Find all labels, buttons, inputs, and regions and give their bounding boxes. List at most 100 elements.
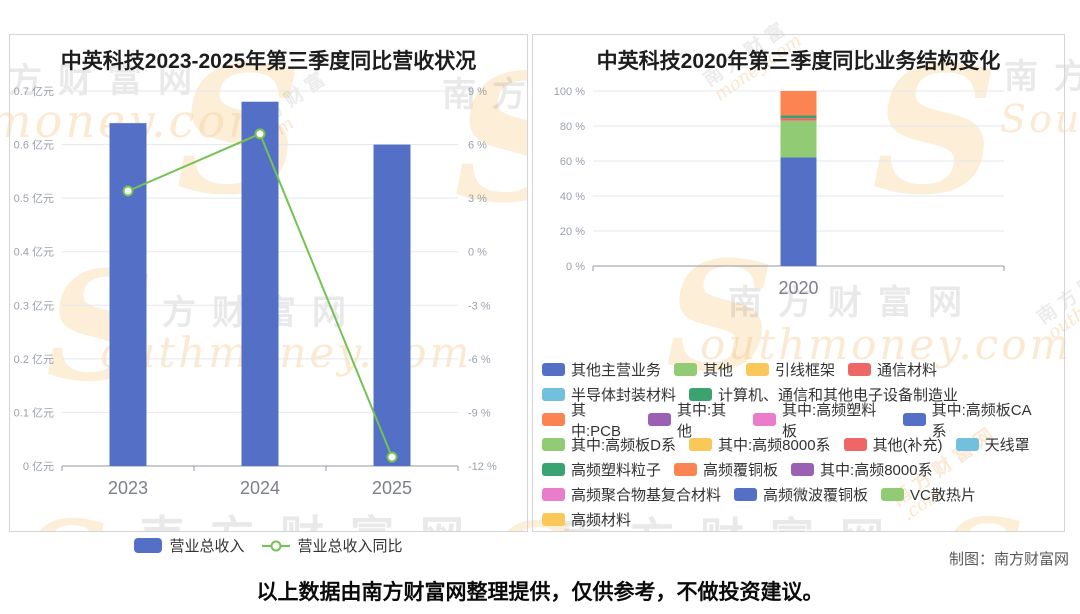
svg-text:0.2 亿元: 0.2 亿元	[14, 353, 54, 366]
legend-swatch-icon	[843, 438, 867, 451]
legend-item: 高频微波覆铜板	[734, 484, 868, 505]
legend-label: 高频塑料粒子	[571, 462, 662, 479]
svg-text:100 %: 100 %	[554, 86, 585, 98]
line-marker-icon	[261, 540, 290, 551]
legend-swatch-icon	[542, 463, 565, 476]
revenue-chart-panel: 中英科技2023-2025年第三季度同比营收状况 0.7 亿元 9 % 0.6 亿元…	[9, 34, 528, 555]
legend-item-revenue: 营业总收入	[134, 535, 245, 556]
svg-text:2020: 2020	[778, 278, 818, 298]
svg-text:-9 %: -9 %	[468, 407, 491, 419]
legend-swatch-icon	[746, 363, 770, 376]
legend-swatch-icon	[848, 363, 872, 376]
legend-item: 高频材料	[542, 509, 631, 530]
legend-item: 其中:高频板D系	[542, 434, 676, 455]
disclaimer-text: 以上数据由南方财富网整理提供，仅供参考，不做投资建议。	[256, 581, 824, 604]
legend-label: 其中:高频塑料板	[782, 401, 877, 440]
legend-swatch-icon	[689, 388, 713, 401]
legend-swatch-icon	[734, 488, 758, 501]
legend-item: 其中:高频8000系	[689, 434, 831, 455]
legend-swatch-icon	[542, 413, 565, 426]
legend-swatch-icon	[542, 488, 565, 501]
structure-chart-legend: 其他主营业务 其他 引线框架 通信材料 半导体封装材料 计算机、通信和其他电子设备制造业其…	[542, 357, 1058, 532]
legend-item: 计算机、通信和其他电子设备制造业	[689, 384, 958, 405]
legend-swatch-icon	[881, 488, 905, 501]
revenue-chart-legend: 营业总收入 营业总收入同比	[10, 535, 527, 556]
svg-text:-6 %: -6 %	[468, 354, 491, 366]
svg-text:40 %: 40 %	[560, 191, 585, 203]
svg-text:0 %: 0 %	[566, 261, 585, 273]
svg-text:-12 %: -12 %	[468, 461, 497, 473]
legend-label: 其中:PCB	[571, 401, 622, 440]
legend-label: 其中:高频板D系	[571, 437, 677, 454]
legend-swatch-icon	[791, 463, 815, 476]
legend-item: 其中:高频板CA系	[902, 399, 1045, 441]
legend-row: 半导体封装材料 计算机、通信和其他电子设备制造业	[542, 382, 1058, 407]
legend-item: 高频聚合物基复合材料	[542, 484, 721, 505]
structure-chart-title: 中英科技2020年第三季度同比业务结构变化	[596, 50, 1001, 73]
legend-item: 其中:其他	[647, 399, 740, 441]
svg-text:60 %: 60 %	[560, 156, 585, 168]
legend-label: 其中:其他	[676, 401, 727, 440]
legend-label: 天线罩	[984, 437, 1030, 454]
svg-text:20 %: 20 %	[560, 226, 585, 238]
legend-item: 天线罩	[955, 434, 1030, 455]
legend-item-yoy: 营业总收入同比	[261, 535, 403, 556]
svg-text:-3 %: -3 %	[468, 300, 491, 312]
legend-label: 其中:高频8000系	[718, 437, 831, 454]
legend-label: 引线框架	[775, 362, 836, 379]
bar-swatch-icon	[134, 538, 163, 553]
svg-text:2023: 2023	[108, 478, 148, 498]
svg-text:0.7 亿元: 0.7 亿元	[14, 85, 54, 98]
legend-swatch-icon	[674, 363, 698, 376]
legend-item: 引线框架	[746, 359, 835, 380]
legend-row: 高频塑料粒子 高频覆铜板 其中:高频8000系	[542, 457, 1058, 482]
legend-row: 高频聚合物基复合材料 高频微波覆铜板 VC散热片	[542, 482, 1058, 507]
legend-label-revenue: 营业总收入	[169, 538, 245, 555]
legend-label: 其他(补充)	[872, 437, 943, 454]
legend-label: 其他主营业务	[571, 362, 662, 379]
svg-text:80 %: 80 %	[560, 121, 585, 133]
legend-item: 高频塑料粒子	[542, 459, 661, 480]
svg-text:0 亿元: 0 亿元	[23, 460, 54, 473]
svg-text:6 %: 6 %	[468, 140, 487, 152]
legend-item: 其他	[674, 359, 733, 380]
legend-label: 高频聚合物基复合材料	[571, 487, 722, 504]
legend-swatch-icon	[955, 438, 979, 451]
legend-swatch-icon	[674, 463, 698, 476]
credit-text: 制图：南方财富网	[948, 551, 1069, 568]
legend-item: VC散热片	[881, 484, 976, 505]
legend-swatch-icon	[753, 413, 777, 426]
legend-item: 其他(补充)	[843, 434, 943, 455]
legend-item: 半导体封装材料	[542, 384, 676, 405]
legend-label: 计算机、通信和其他电子设备制造业	[718, 387, 959, 404]
legend-swatch-icon	[542, 513, 565, 526]
legend-label: 高频材料	[571, 512, 632, 529]
svg-text:3 %: 3 %	[468, 193, 487, 205]
legend-row: 其他主营业务 其他 引线框架 通信材料	[542, 357, 1058, 382]
legend-swatch-icon	[542, 363, 565, 376]
svg-text:0.1 亿元: 0.1 亿元	[14, 406, 54, 419]
svg-text:0.6 亿元: 0.6 亿元	[14, 139, 54, 152]
legend-label-yoy: 营业总收入同比	[297, 538, 403, 555]
revenue-bar-line-chart: 0.7 亿元 9 % 0.6 亿元 6 % 0.5 亿元 3 % 0.4 亿元 0 % 0.3 …	[14, 85, 497, 498]
structure-stacked-bar-chart: 100 % 80 % 60 % 40 % 20 % 0 % 2020	[554, 86, 1005, 298]
legend-swatch-icon	[689, 438, 713, 451]
structure-stack	[780, 91, 817, 266]
legend-label: 高频覆铜板	[703, 462, 779, 479]
legend-row: 其中:PCB 其中:其他 其中:高频塑料板 其中:高频板CA系	[542, 402, 1058, 440]
revenue-bars	[109, 101, 411, 467]
legend-swatch-icon	[647, 413, 671, 426]
legend-item: 其中:高频塑料板	[753, 399, 890, 441]
structure-chart-panel: 中英科技2020年第三季度同比业务结构变化 100 % 80 % 60 % 40 % 2…	[532, 34, 1065, 532]
svg-text:0.4 亿元: 0.4 亿元	[14, 246, 54, 259]
legend-label: 半导体封装材料	[571, 387, 677, 404]
legend-label: VC散热片	[910, 487, 976, 504]
legend-row: 其中:高频板D系 其中:高频8000系 其他(补充) 天线罩	[542, 432, 1058, 457]
svg-text:0 %: 0 %	[468, 247, 487, 259]
legend-label: 高频微波覆铜板	[763, 487, 869, 504]
legend-item: 其中:高频8000系	[791, 459, 933, 480]
svg-text:2025: 2025	[372, 478, 412, 498]
legend-swatch-icon	[902, 413, 926, 426]
legend-row: 高频材料	[542, 507, 1058, 532]
